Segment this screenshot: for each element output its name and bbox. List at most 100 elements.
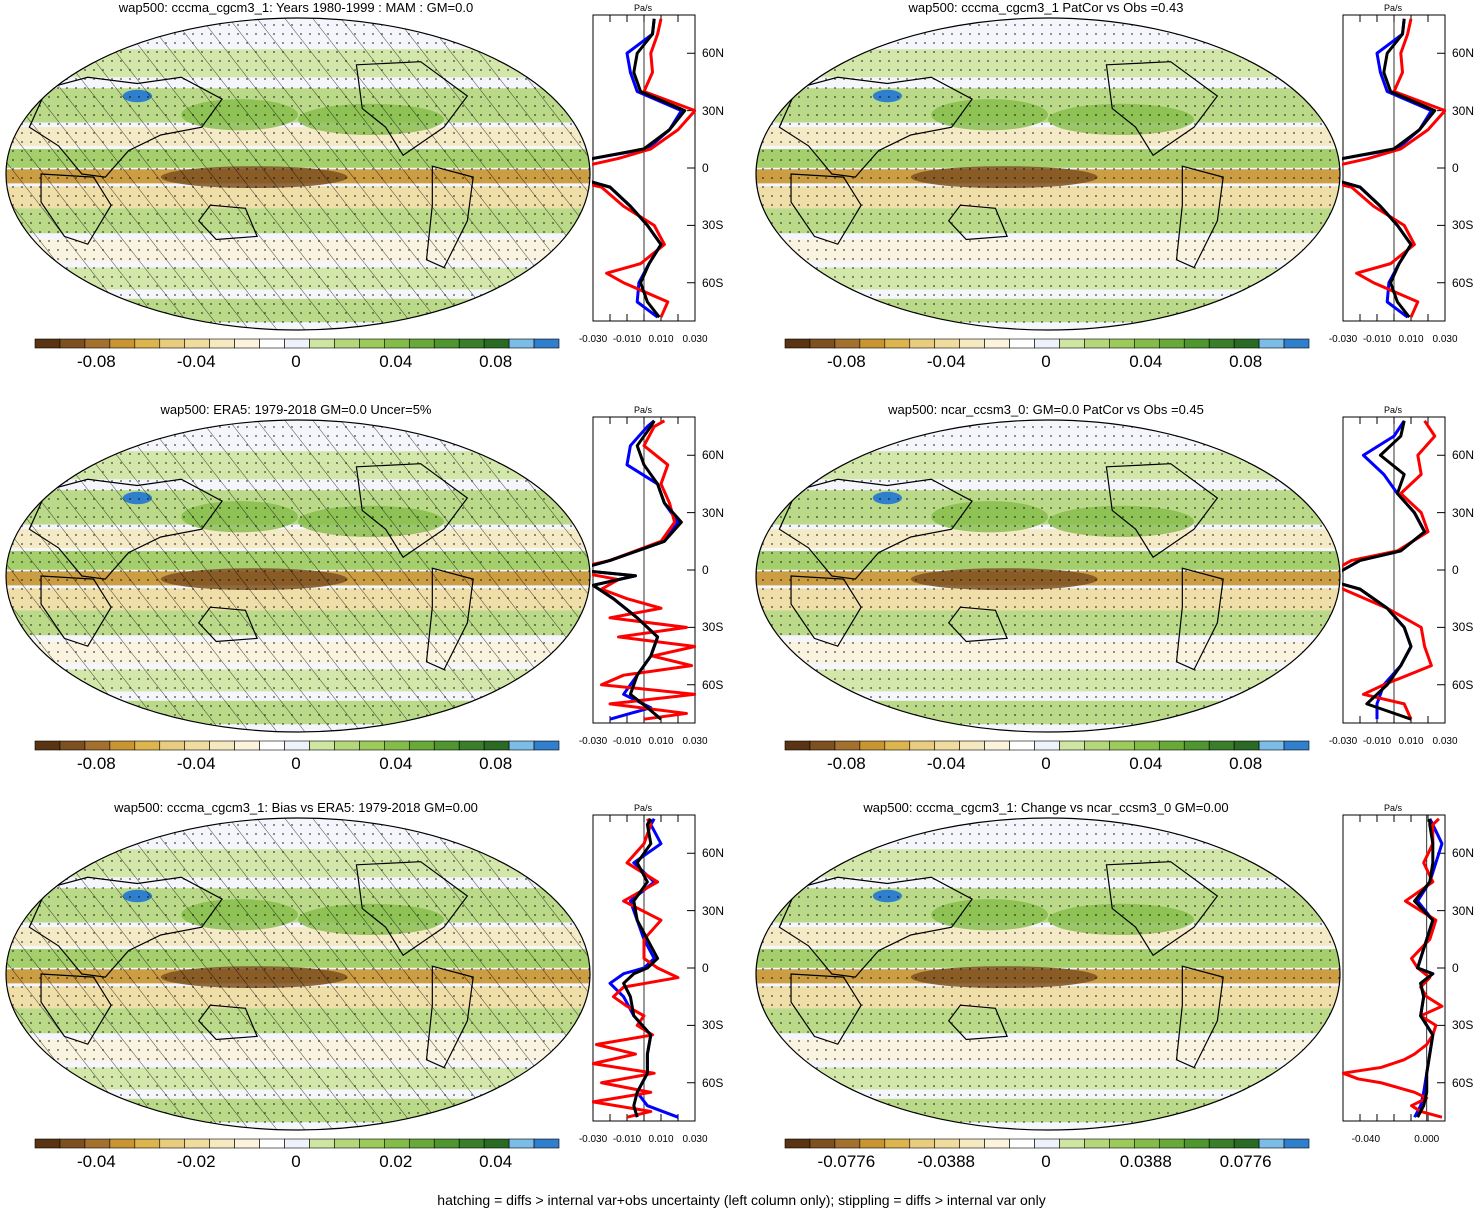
lat-tick-label: 60N (702, 846, 725, 861)
lat-tick-label: 30S (1452, 620, 1474, 635)
colorbar-swatch (784, 1138, 811, 1149)
colorbar-swatch (1258, 338, 1285, 349)
lat-tick-label: 60S (1452, 677, 1474, 692)
colorbar-swatch (909, 740, 936, 751)
map (755, 17, 1341, 331)
map (5, 817, 591, 1131)
profile-line (592, 18, 696, 318)
colorbar-swatch (458, 1138, 485, 1149)
colorbar-swatch (934, 338, 960, 349)
colorbar-swatch (1283, 338, 1310, 349)
colorbar-swatch (1233, 1138, 1260, 1149)
colorbar-label: 0.08 (479, 352, 513, 371)
panel-title: wap500: ERA5: 1979-2018 GM=0.0 Uncer=5% (160, 402, 432, 417)
colorbar-swatch (1084, 1138, 1110, 1149)
colorbar-label: 0 (291, 1152, 301, 1171)
colorbar-swatch (884, 338, 911, 349)
lat-tick-label: 0 (702, 563, 709, 577)
colorbar-swatch (109, 1138, 136, 1149)
colorbar-swatch (384, 740, 410, 751)
map (5, 17, 591, 331)
lat-tick-label: 0 (702, 161, 709, 175)
colorbar-swatch (284, 740, 310, 751)
colorbar-label: 0 (291, 352, 301, 371)
colorbar-swatch (859, 338, 886, 349)
colorbar-swatch (1258, 1138, 1285, 1149)
profile-x-tick-label: 0.030 (682, 334, 708, 345)
colorbar-swatch (884, 740, 911, 751)
colorbar-swatch (1158, 740, 1185, 751)
profile-x-tick-label: 0.030 (1432, 736, 1458, 747)
colorbar-swatch (809, 740, 836, 751)
colorbar-swatch (209, 1138, 235, 1149)
map (755, 419, 1341, 733)
lat-tick-label: 60S (702, 1075, 724, 1090)
colorbar-label: 0.04 (1129, 754, 1163, 773)
colorbar-swatch (1208, 338, 1235, 349)
profile-x-tick-label: 0.030 (682, 736, 708, 747)
colorbar-swatch (234, 740, 260, 751)
panel-mid-right: wap500: ncar_ccsm3_0: GM=0.0 PatCor vs O… (750, 402, 1483, 806)
lat-tick-label: 30S (702, 218, 724, 233)
colorbar-swatch (533, 338, 560, 349)
colorbar-label: 0.04 (379, 754, 413, 773)
profile-x-tick-label: -0.010 (612, 736, 642, 747)
colorbar-label: -0.04 (926, 352, 966, 371)
colorbar-swatch (1034, 740, 1060, 751)
colorbar-label: 0.08 (1229, 754, 1263, 773)
colorbar-swatch (784, 338, 811, 349)
lat-tick-label: 60N (702, 448, 725, 463)
profile-x-tick-label: 0.030 (682, 1134, 708, 1145)
colorbar-swatch (334, 1138, 360, 1149)
colorbar-swatch (934, 740, 960, 751)
zonal-mean-profile (1342, 14, 1446, 322)
lat-tick-label: 60N (1452, 448, 1475, 463)
profile-x-tick-label: 0.010 (648, 736, 674, 747)
colorbar-swatch (34, 1138, 61, 1149)
profile-unit: Pa/s (1383, 3, 1403, 13)
panel-mid-left: wap500: ERA5: 1979-2018 GM=0.0 Uncer=5% -… (0, 402, 741, 806)
colorbar-label: -0.02 (176, 1152, 216, 1171)
colorbar-swatch (134, 740, 161, 751)
zonal-mean-profile (1342, 814, 1446, 1122)
colorbar-swatch (1258, 740, 1285, 751)
lat-tick-label: 60S (702, 275, 724, 290)
colorbar-swatch (408, 1138, 435, 1149)
profile-x-tick-label: 0.030 (1432, 334, 1458, 345)
profile-line (592, 420, 683, 721)
colorbar-swatch (359, 338, 385, 349)
colorbar (34, 740, 560, 751)
colorbar (784, 1138, 1310, 1149)
profile-x-tick-label: -0.030 (1328, 736, 1358, 747)
colorbar-label: -0.08 (77, 352, 116, 371)
profile-line (622, 818, 660, 1118)
colorbar-swatch (1059, 338, 1085, 349)
colorbar-swatch (1158, 338, 1185, 349)
colorbar-swatch (134, 1138, 161, 1149)
profile-unit: Pa/s (633, 405, 653, 415)
colorbar-swatch (184, 338, 210, 349)
panel-bot-right: wap500: cccma_cgcm3_1: Change vs ncar_cc… (750, 800, 1483, 1204)
colorbar-swatch (1109, 1138, 1135, 1149)
lat-tick-label: 30S (1452, 218, 1474, 233)
lat-tick-label: 60N (1452, 846, 1475, 861)
colorbar-swatch (59, 740, 86, 751)
colorbar-swatch (259, 338, 285, 349)
zonal-mean-profile (592, 14, 696, 322)
colorbar-swatch (834, 1138, 861, 1149)
panel-title: wap500: cccma_cgcm3_1: Bias vs ERA5: 197… (114, 800, 478, 815)
colorbar-label: 0.0776 (1219, 1152, 1272, 1171)
colorbar-label: 0.02 (379, 1152, 413, 1171)
profile-unit: Pa/s (1383, 803, 1403, 813)
lat-tick-label: 30S (702, 1018, 724, 1033)
colorbar-swatch (259, 1138, 285, 1149)
colorbar-swatch (483, 740, 510, 751)
panel-top-right: wap500: cccma_cgcm3_1 PatCor vs Obs =0.4… (750, 0, 1483, 404)
lat-tick-label: 30N (702, 505, 725, 520)
colorbar-swatch (234, 1138, 260, 1149)
colorbar-swatch (859, 1138, 886, 1149)
panel-top-left: wap500: cccma_cgcm3_1: Years 1980-1999 :… (0, 0, 741, 404)
colorbar-swatch (433, 1138, 460, 1149)
colorbar-swatch (1084, 740, 1110, 751)
profile-x-tick-label: -0.030 (578, 736, 608, 747)
